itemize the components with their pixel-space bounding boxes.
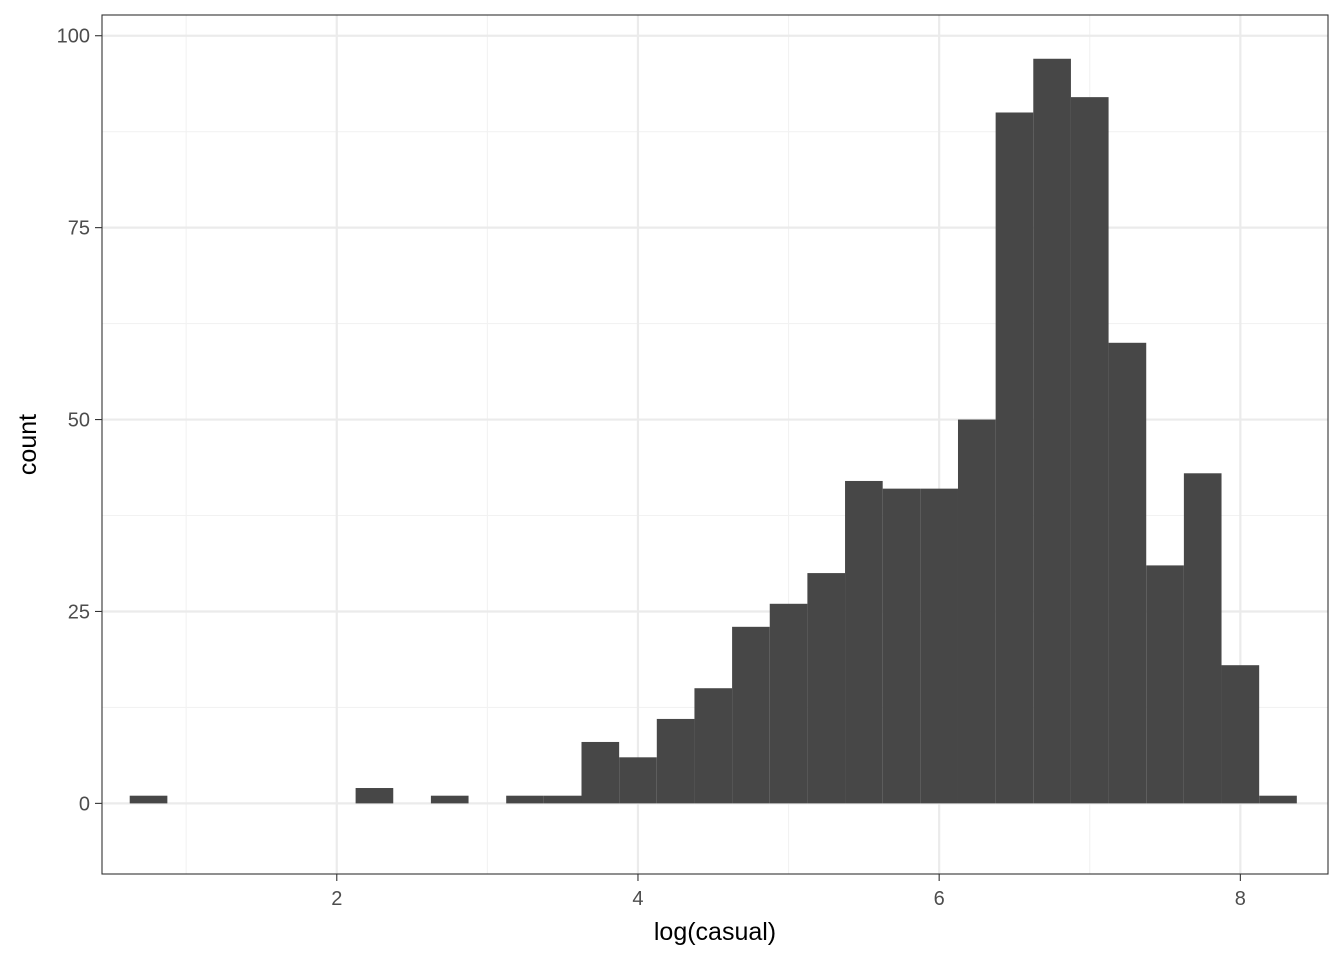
panel-border (101, 14, 1329, 875)
histogram-bar (845, 480, 883, 804)
histogram-bar (807, 573, 846, 804)
histogram-bar (1221, 665, 1260, 804)
y-axis-title: count (14, 414, 42, 475)
histogram-bar (920, 488, 958, 804)
y-tick-label: 100 (57, 26, 90, 48)
y-tick-label: 0 (79, 793, 90, 815)
histogram-bar (506, 795, 544, 804)
histogram-bar (1183, 473, 1222, 804)
y-tick-label: 50 (68, 410, 90, 432)
x-tick-label: 4 (632, 888, 643, 910)
histogram-bar (355, 788, 394, 804)
histogram-bar (694, 688, 733, 804)
histogram-bars (129, 58, 1297, 804)
histogram-bar (769, 603, 808, 804)
y-axis: 0 25 50 75 100 (57, 26, 102, 815)
y-tick-label: 25 (68, 601, 90, 623)
histogram-bar (1070, 97, 1109, 804)
histogram-bar (543, 795, 582, 804)
x-tick-label: 8 (1235, 888, 1246, 910)
x-tick-label: 6 (934, 888, 945, 910)
plot-panel (101, 14, 1329, 875)
histogram-bar (732, 626, 770, 804)
x-tick-label: 2 (331, 888, 342, 910)
histogram-bar (129, 795, 168, 804)
histogram-bar (1033, 58, 1071, 804)
histogram-bar (957, 419, 996, 804)
histogram-bar (882, 488, 921, 804)
x-axis-title: log(casual) (654, 918, 776, 946)
histogram-bar (581, 741, 620, 804)
histogram-bar (995, 112, 1034, 804)
histogram-bar (1108, 342, 1147, 804)
histogram-bar (1146, 565, 1184, 804)
histogram-bar (430, 795, 469, 804)
histogram-bar (619, 757, 657, 804)
histogram-bar (1259, 795, 1297, 804)
y-tick-label: 75 (68, 218, 90, 240)
histogram-bar (656, 718, 695, 804)
x-axis: 2 4 6 8 (331, 874, 1246, 910)
